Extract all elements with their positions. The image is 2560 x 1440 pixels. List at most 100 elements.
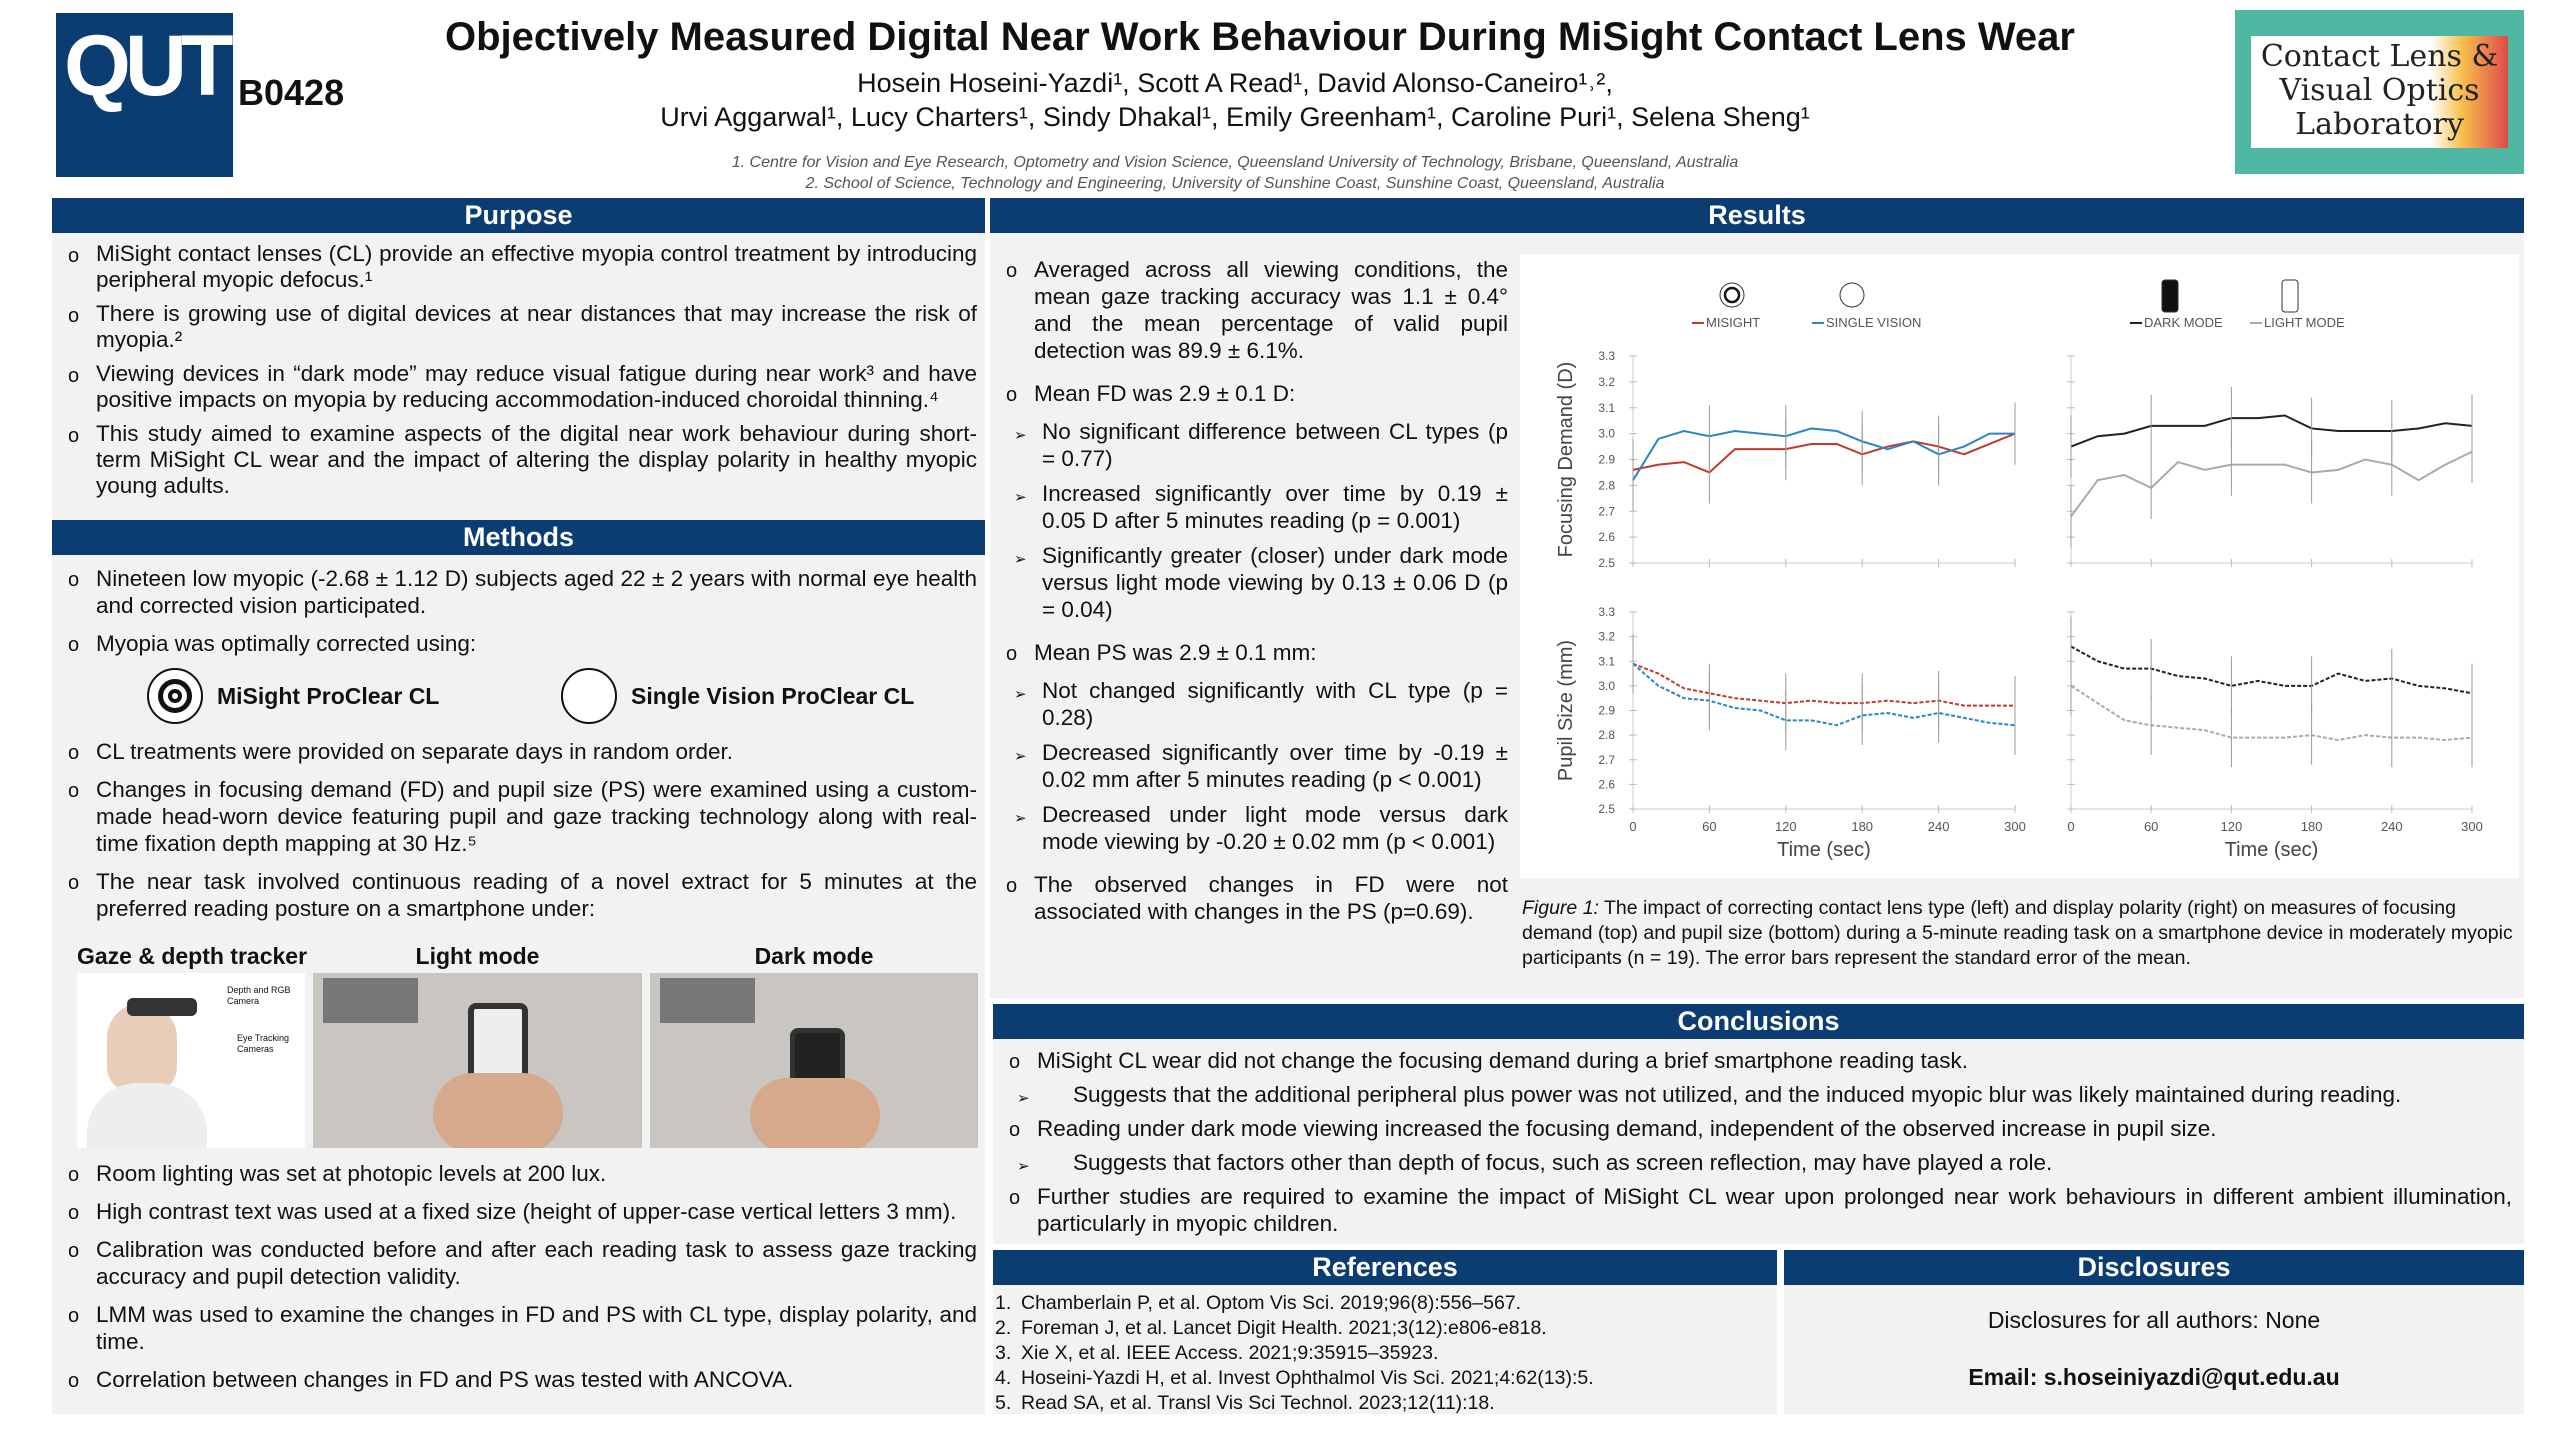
- list-item: MiSight contact lenses (CL) provide an e…: [60, 241, 977, 293]
- y-tick-label: 3.0: [1598, 679, 1615, 693]
- list-item: Changes in focusing demand (FD) and pupi…: [60, 776, 977, 857]
- series-line-dark-mode: [2070, 645, 2473, 695]
- legend-label: LIGHT MODE: [2264, 315, 2345, 330]
- authors-line-2: Urvi Aggarwal¹, Lucy Charters¹, Sindy Dh…: [660, 102, 1810, 132]
- list-item: Significantly greater (closer) under dar…: [998, 542, 1508, 623]
- reference-item: 4. Hoseini-Yazdi H, et al. Invest Ophthal…: [995, 1367, 1594, 1389]
- affiliation-2: 2. School of Science, Technology and Eng…: [805, 175, 1665, 192]
- y-tick-label: 2.8: [1598, 478, 1615, 492]
- figure-caption: Figure 1: The impact of correcting conta…: [1522, 896, 2514, 971]
- references-list: 1. Chamberlain P, et al. Optom Vis Sci. 2…: [993, 1285, 1777, 1416]
- y-tick-label: 2.7: [1598, 753, 1615, 767]
- methods-heading: Methods: [52, 520, 985, 555]
- x-tick-label: 60: [2144, 819, 2158, 834]
- conclusions-list: MiSight CL wear did not change the focus…: [993, 1039, 2524, 1237]
- references-heading: References: [993, 1250, 1777, 1285]
- conclusions-heading: Conclusions: [993, 1004, 2524, 1039]
- y-tick-label: 3.2: [1598, 375, 1615, 389]
- list-item: Room lighting was set at photopic levels…: [60, 1160, 977, 1189]
- legend-label: MISIGHT: [1706, 315, 1760, 330]
- light-mode-photo: [313, 973, 642, 1148]
- light-phone-icon: [2281, 279, 2299, 313]
- list-item: Mean PS was 2.9 ± 0.1 mm:: [998, 639, 1508, 668]
- photo-label-light: Light mode: [415, 943, 540, 969]
- x-tick-label: 60: [1702, 819, 1716, 834]
- list-item: Correlation between changes in FD and PS…: [60, 1366, 977, 1395]
- methods-list-3: Room lighting was set at photopic levels…: [60, 1160, 977, 1404]
- series-line-dark-mode: [2070, 414, 2473, 448]
- legend-label: SINGLE VISION: [1826, 315, 1921, 330]
- lab-logo: Contact Lens & Visual Optics Laboratory: [2235, 10, 2524, 174]
- y-tick-label: 2.5: [1598, 556, 1615, 570]
- y-tick-label: 2.6: [1598, 777, 1615, 791]
- affiliation-1: 1. Centre for Vision and Eye Research, O…: [731, 154, 1739, 171]
- purpose-list: MiSight contact lenses (CL) provide an e…: [52, 233, 985, 520]
- x-tick-label: 300: [2461, 819, 2483, 834]
- y-tick-label: 3.1: [1598, 401, 1615, 415]
- misight-lens-ring: [1723, 286, 1741, 304]
- reference-item: 2. Foreman J, et al. Lancet Digit Health.…: [995, 1317, 1547, 1339]
- list-item: The observed changes in FD were not asso…: [998, 871, 1508, 925]
- y-tick-label: 3.0: [1598, 427, 1615, 441]
- poster-code: B0428: [238, 72, 345, 113]
- list-item: Reading under dark mode viewing increase…: [1001, 1115, 2512, 1144]
- list-item: Increased significantly over time by 0.1…: [998, 480, 1508, 534]
- list-item: Nineteen low myopic (-2.68 ± 1.12 D) sub…: [60, 565, 977, 619]
- photo-label-dark: Dark mode: [754, 943, 874, 969]
- misight-lens-icon: [1719, 282, 1745, 308]
- x-axis-label: Time (sec): [1777, 839, 1871, 861]
- misight-lens-icon: [147, 668, 203, 724]
- series-line-light-mode: [2070, 450, 2473, 518]
- list-item: Myopia was optimally corrected using:: [60, 630, 977, 659]
- tracker-label-eye: Eye Tracking Cameras: [237, 1033, 290, 1054]
- left-column: Purpose MiSight contact lenses (CL) prov…: [52, 198, 985, 1414]
- list-item: Calibration was conducted before and aft…: [60, 1236, 977, 1290]
- methods-list: Nineteen low myopic (-2.68 ± 1.12 D) sub…: [52, 555, 985, 659]
- figure-caption-label: Figure 1:: [1522, 897, 1599, 919]
- affiliations: 1. Centre for Vision and Eye Research, O…: [300, 152, 2170, 194]
- references-panel: References 1. Chamberlain P, et al. Optom…: [993, 1250, 1777, 1414]
- contact-email[interactable]: Email: s.hoseiniyazdi@qut.edu.au: [1968, 1364, 2340, 1390]
- list-item: Further studies are required to examine …: [1001, 1183, 2512, 1237]
- y-tick-label: 2.5: [1598, 802, 1615, 816]
- series-line-misight: [1632, 662, 2015, 707]
- list-item: Not changed significantly with CL type (…: [998, 677, 1508, 731]
- list-item: Suggests that factors other than depth o…: [1001, 1149, 2512, 1180]
- list-item: High contrast text was used at a fixed s…: [60, 1198, 977, 1227]
- disclosures-panel: Disclosures Disclosures for all authors:…: [1784, 1250, 2524, 1414]
- list-item: The near task involved continuous readin…: [60, 868, 977, 922]
- y-tick-label: 3.3: [1598, 349, 1615, 363]
- x-axis-label: Time (sec): [2225, 839, 2319, 861]
- y-axis-label: Focusing Demand (D): [1555, 362, 1577, 558]
- list-item: There is growing use of digital devices …: [60, 301, 977, 353]
- lens-misight-label: MiSight ProClear CL: [217, 682, 440, 709]
- list-item: Averaged across all viewing conditions, …: [998, 256, 1508, 364]
- single-vision-lens-icon: [1839, 282, 1865, 308]
- dark-mode-photo: [650, 973, 978, 1148]
- reference-item: 5. Read SA, et al. Transl Vis Sci Technol…: [995, 1392, 1495, 1414]
- x-tick-label: 0: [2067, 819, 2074, 834]
- list-item: Suggests that the additional peripheral …: [1001, 1081, 2512, 1112]
- y-tick-label: 3.2: [1598, 630, 1615, 644]
- x-tick-label: 240: [1928, 819, 1950, 834]
- y-tick-label: 3.3: [1598, 605, 1615, 619]
- x-tick-label: 180: [2301, 819, 2323, 834]
- x-tick-label: 120: [2221, 819, 2243, 834]
- series-line-misight: [1632, 432, 2016, 474]
- qut-logo: QUT: [56, 13, 234, 177]
- figure-caption-text: The impact of correcting contact lens ty…: [1522, 897, 2513, 969]
- list-item: LMM was used to examine the changes in F…: [60, 1301, 977, 1355]
- tracker-photo: Depth and RGB Camera Eye Tracking Camera…: [77, 973, 305, 1148]
- dark-phone-icon: [2161, 279, 2179, 313]
- list-item: Viewing devices in “dark mode” may reduc…: [60, 361, 977, 413]
- list-item: Decreased under light mode versus dark m…: [998, 801, 1508, 855]
- tracker-label-depth: Depth and RGB Camera: [227, 985, 291, 1006]
- x-tick-label: 240: [2381, 819, 2403, 834]
- list-item: Decreased significantly over time by -0.…: [998, 739, 1508, 793]
- lens-single-vision-label: Single Vision ProClear CL: [631, 682, 915, 709]
- lens-options: MiSight ProClear CL Single Vision ProCle…: [147, 668, 985, 724]
- series-line-single-vision: [1632, 662, 2016, 727]
- x-tick-label: 0: [1629, 819, 1636, 834]
- x-tick-label: 180: [1851, 819, 1873, 834]
- photo-label-tracker: Gaze & depth tracker: [76, 943, 308, 969]
